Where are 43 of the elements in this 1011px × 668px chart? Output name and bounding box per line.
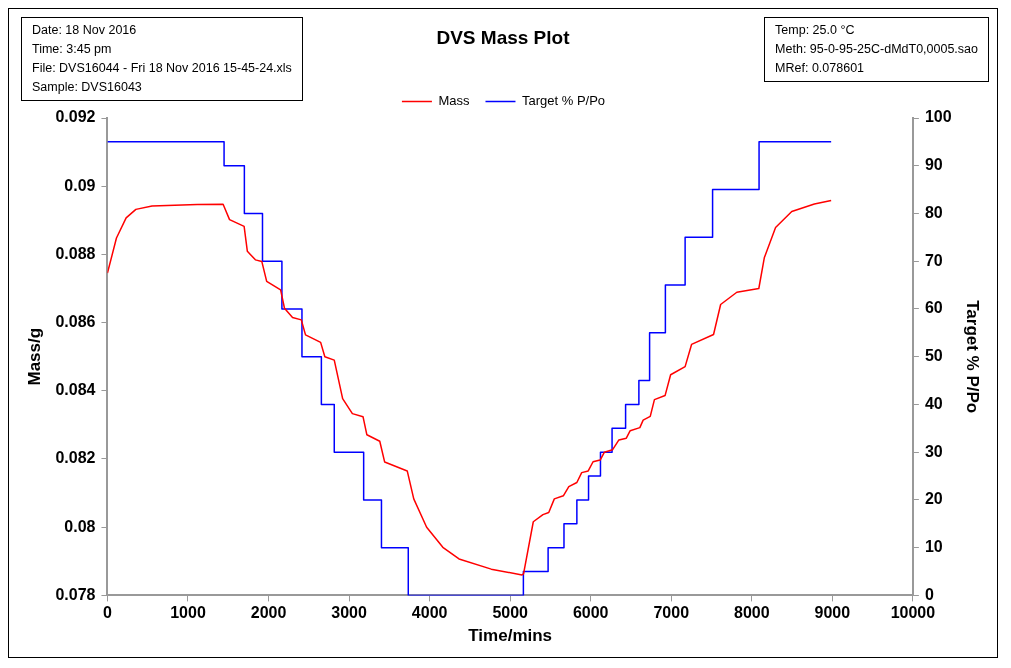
y2-tick-label: 20 <box>924 490 943 508</box>
y-tick-label: 0.088 <box>55 244 96 262</box>
y2-tick-label: 80 <box>924 203 943 221</box>
text: MRef: 0.078601 <box>775 60 866 77</box>
y2-tick-label: 0 <box>924 585 934 603</box>
text: Meth: 95-0-95-25C-dMdT0,0005.sao <box>775 41 978 58</box>
y2-tick-label: 10 <box>924 538 943 556</box>
x-tick-label: 2000 <box>250 604 287 622</box>
x-axis-title: Time/mins <box>468 626 553 646</box>
x-tick-label: 0 <box>102 604 112 622</box>
y-tick-label: 0.086 <box>55 313 96 331</box>
y-tick-label: 0.092 <box>55 108 96 126</box>
legend-label: Target % P/Po <box>521 93 606 109</box>
text: Date: 18 Nov 2016 <box>32 22 138 39</box>
y2-axis-title: Target % P/Po <box>963 300 983 414</box>
y2-tick-label: 90 <box>924 156 943 174</box>
y-tick-label: 0.078 <box>55 585 96 603</box>
y-axis-title: Mass/g <box>24 327 44 386</box>
x-tick-label: 5000 <box>492 604 529 622</box>
legend-label: Mass <box>438 93 470 109</box>
x-tick-label: 3000 <box>331 604 367 622</box>
x-tick-label: 4000 <box>411 604 448 622</box>
y2-tick-label: 60 <box>924 299 943 317</box>
x-tick-label: 7000 <box>653 604 690 622</box>
x-tick-label: 10000 <box>890 604 936 622</box>
y2-tick-label: 70 <box>924 251 943 269</box>
chart-title: DVS Mass Plot <box>436 27 570 48</box>
y-tick-label: 0.08 <box>64 517 96 535</box>
x-tick-label: 9000 <box>814 604 851 622</box>
y2-tick-label: 100 <box>924 108 952 126</box>
y-tick-label: 0.084 <box>55 381 96 399</box>
y2-tick-label: 30 <box>924 442 943 460</box>
x-tick-label: 6000 <box>572 604 609 622</box>
x-tick-label: 8000 <box>734 604 770 622</box>
text: File: DVS16044 - Fri 18 Nov 2016 15-45-24.xls <box>32 60 292 77</box>
y2-tick-label: 40 <box>924 394 943 412</box>
y-tick-label: 0.082 <box>55 449 96 467</box>
text: Temp: 25.0 °C <box>775 22 856 39</box>
text: Sample: DVS16043 <box>32 79 143 96</box>
y2-tick-label: 50 <box>924 347 943 365</box>
x-tick-label: 1000 <box>170 604 206 622</box>
text: Time: 3:45 pm <box>32 41 113 58</box>
y-tick-label: 0.09 <box>64 176 96 194</box>
